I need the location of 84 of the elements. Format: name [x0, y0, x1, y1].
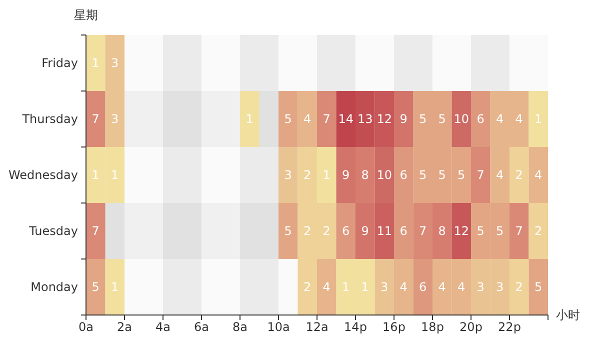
data-label: 1 — [246, 112, 254, 126]
data-label: 4 — [304, 112, 312, 126]
data-label: 2 — [534, 224, 542, 238]
x-tick-label: 18p — [421, 320, 444, 334]
data-label: 4 — [496, 168, 504, 182]
data-label: 4 — [322, 280, 330, 294]
data-label: 9 — [400, 112, 408, 126]
data-label: 2 — [515, 280, 523, 294]
x-tick-label: 0a — [78, 320, 94, 334]
data-label: 1 — [111, 168, 119, 182]
data-label: 1 — [92, 168, 100, 182]
data-label: 5 — [419, 112, 427, 126]
data-label: 5 — [458, 168, 466, 182]
y-tick-label: Tuesday — [28, 224, 78, 238]
data-label: 10 — [376, 168, 392, 182]
data-label: 8 — [361, 168, 369, 182]
data-label: 4 — [534, 168, 542, 182]
data-label: 3 — [476, 280, 484, 294]
data-label: 5 — [476, 224, 484, 238]
data-label: 5 — [284, 112, 292, 126]
data-label: 7 — [92, 112, 100, 126]
data-label: 6 — [476, 112, 484, 126]
data-label: 4 — [496, 112, 504, 126]
data-label: 7 — [92, 224, 100, 238]
data-label: 1 — [534, 112, 542, 126]
data-label: 2 — [304, 168, 312, 182]
data-label: 11 — [376, 224, 392, 238]
data-label: 1 — [342, 280, 350, 294]
data-label: 4 — [400, 280, 408, 294]
data-label: 14 — [338, 112, 354, 126]
data-label: 3 — [111, 112, 119, 126]
data-label: 3 — [284, 168, 292, 182]
data-label: 12 — [376, 112, 392, 126]
x-tick-label: 12a — [306, 320, 328, 334]
x-tick-label: 4a — [156, 320, 170, 334]
data-label: 6 — [400, 168, 408, 182]
y-tick-label: Wednesday — [8, 168, 78, 182]
data-label: 7 — [476, 168, 484, 182]
data-label: 1 — [361, 280, 369, 294]
data-label: 7 — [515, 224, 523, 238]
x-tick-label: 10a — [267, 320, 290, 334]
y-axis-title: 星期 — [74, 8, 98, 22]
data-label: 9 — [342, 168, 350, 182]
data-label: 7 — [419, 224, 427, 238]
x-tick-label: 8a — [232, 320, 248, 334]
x-tick-label: 14p — [344, 320, 367, 334]
x-tick-label: 22p — [498, 320, 521, 334]
data-label: 2 — [304, 280, 312, 294]
data-label: 1 — [111, 280, 119, 294]
y-tick-label: Thursday — [21, 112, 78, 126]
data-label: 2 — [515, 168, 523, 182]
x-tick-label: 2a — [117, 320, 132, 334]
data-label: 7 — [322, 112, 330, 126]
data-label: 6 — [342, 224, 350, 238]
data-label: 4 — [438, 280, 446, 294]
data-label: 5 — [534, 280, 542, 294]
data-label: 3 — [111, 56, 119, 70]
data-label: 2 — [322, 224, 330, 238]
data-label: 5 — [419, 168, 427, 182]
y-tick-label: Friday — [42, 56, 78, 70]
data-label: 4 — [458, 280, 466, 294]
data-label: 10 — [454, 112, 470, 126]
x-tick-label: 20p — [460, 320, 482, 334]
data-label: 6 — [400, 224, 408, 238]
data-label: 3 — [496, 280, 504, 294]
data-label: 12 — [454, 224, 470, 238]
data-label: 9 — [361, 224, 369, 238]
data-label: 5 — [438, 168, 446, 182]
x-tick-label: 6a — [194, 320, 209, 334]
data-label: 5 — [438, 112, 446, 126]
data-label: 5 — [284, 224, 292, 238]
y-tick-label: Monday — [30, 280, 78, 294]
data-label: 3 — [380, 280, 388, 294]
data-label: 2 — [304, 224, 312, 238]
data-label: 1 — [92, 56, 100, 70]
data-label: 5 — [496, 224, 504, 238]
data-label: 8 — [438, 224, 446, 238]
x-tick-label: 16p — [382, 320, 406, 334]
x-axis-title: 小时 — [556, 308, 580, 322]
data-label: 4 — [515, 112, 523, 126]
data-label: 5 — [92, 280, 100, 294]
data-label: 1 — [322, 168, 330, 182]
data-label: 6 — [419, 280, 427, 294]
data-label: 13 — [357, 112, 373, 126]
